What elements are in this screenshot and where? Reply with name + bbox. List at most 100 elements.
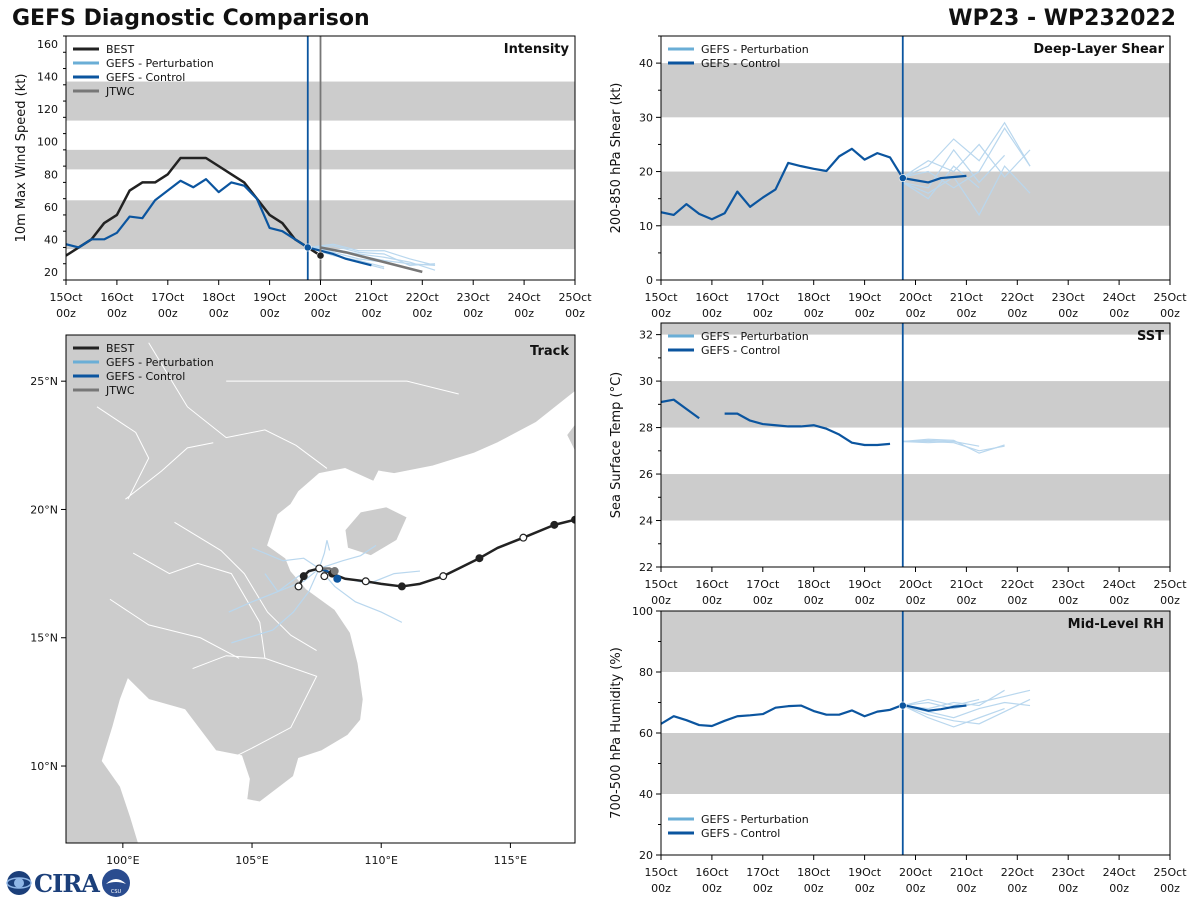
x-tick-label-day: 19Oct [848,866,882,879]
x-tick-label-day: 25Oct [1153,291,1187,304]
threshold-band [661,63,1170,118]
cira-logo-text: CIRA [34,868,100,898]
x-tick-label-day: 17Oct [746,866,780,879]
x-tick-label-day: 16Oct [695,866,729,879]
x-tick-label-day: 25Oct [1153,866,1187,879]
x-tick-label-day: 22Oct [1001,578,1035,591]
y-tick-label: 10 [639,220,653,233]
admin-border [174,521,317,652]
x-tick-label-day: 20Oct [304,291,338,304]
legend-label: GEFS - Perturbation [106,57,214,70]
y-tick-label: 0 [646,274,653,287]
threshold-band [661,474,1170,521]
rh-plot-area [661,611,1170,855]
legend-label: GEFS - Control [701,827,780,840]
cira-logo: CIRA CSU [6,868,131,898]
legend-label: GEFS - Control [701,57,780,70]
series-line-gefs-control [724,412,891,447]
track-position-marker [550,520,559,529]
x-tick-label-hour: 00z [209,307,229,320]
admin-border [125,442,214,500]
x-tick-label-day: 21Oct [950,578,984,591]
series-line-jtwc [320,246,423,274]
csu-badge-icon: CSU [101,869,130,897]
x-tick-label-day: 19Oct [253,291,287,304]
x-tick-label-hour: 00z [158,307,178,320]
x-tick-label-day: 22Oct [1001,291,1035,304]
y-tick-label: 100 [37,136,58,149]
x-tick-label-hour: 00z [906,307,926,320]
perturbation-line [307,243,436,266]
sst-chart: 22 24 26 28 30 32 15Oct 00z 16Oct 00z 17Oct 00z 18Oc… [609,322,1187,607]
x-tick-label-hour: 00z [463,307,483,320]
x-tick-label-hour: 00z [804,882,824,895]
x-tick-label-hour: 00z [855,882,875,895]
y-axis-label: 10m Max Wind Speed (kt) [14,74,29,243]
x-tick-label-day: 17Oct [746,578,780,591]
x-tick-label-day: 18Oct [797,866,831,879]
x-tick-label-hour: 00z [753,307,773,320]
y-tick-label: 22 [639,561,653,574]
x-tick-label-day: 19Oct [848,291,882,304]
x-tick-label-hour: 00z [1109,307,1129,320]
x-tick-label-day: 16Oct [695,578,729,591]
x-tick-label-day: 20Oct [899,866,933,879]
sst-plot-area [661,323,1170,567]
longitude-label: 115°E [494,854,527,867]
y-tick-label: 20 [44,266,58,279]
track-position-marker [439,572,448,581]
legend-label: GEFS - Control [701,344,780,357]
perturbation-line [902,148,1006,189]
y-tick-label: 60 [44,201,58,214]
y-axis-label: 200-850 hPa Shear (kt) [609,83,624,234]
series-line-gefs-control [661,703,967,728]
y-tick-label: 80 [44,168,58,181]
y-tick-label: 24 [639,515,653,528]
longitude-label: 110°E [364,854,397,867]
legend-label: GEFS - Perturbation [701,43,809,56]
legend-label: JTWC [105,384,135,397]
x-tick-label-hour: 00z [1160,307,1180,320]
x-tick-label-day: 17Oct [151,291,185,304]
x-tick-label-hour: 00z [1058,882,1078,895]
latitude-label: 20°N [30,503,58,516]
y-tick-label: 140 [37,71,58,84]
x-tick-label-hour: 00z [906,882,926,895]
x-tick-label-hour: 00z [906,594,926,607]
perturbation-track [231,568,320,644]
x-tick-label-day: 23Oct [1052,578,1086,591]
plot-frame [65,334,576,844]
cira-globe-icon [6,871,32,895]
y-tick-label: 40 [639,788,653,801]
series-line-best [66,156,322,257]
x-tick-label-day: 21Oct [950,866,984,879]
threshold-band [661,611,1170,672]
x-tick-label-hour: 00z [651,882,671,895]
x-tick-label-day: 20Oct [899,578,933,591]
x-tick-label-hour: 00z [514,307,534,320]
perturbation-track [251,547,320,569]
track-position-marker [397,582,406,591]
x-tick-label-day: 19Oct [848,578,882,591]
series-line-gefs-control [661,147,967,221]
x-tick-label-hour: 00z [651,307,671,320]
perturbation-line [902,440,1005,452]
track-position-marker [475,554,484,563]
x-tick-label-hour: 00z [804,594,824,607]
x-tick-label-day: 23Oct [1052,866,1086,879]
track-position-marker [361,577,370,586]
x-tick-label-day: 25Oct [558,291,592,304]
y-tick-label: 26 [639,468,653,481]
legend-label: GEFS - Perturbation [106,356,214,369]
shear-plot-area [661,36,1170,280]
y-tick-label: 20 [639,849,653,862]
perturbation-line [902,440,954,444]
panel-title: Mid-Level RH [1068,617,1164,632]
perturbation-line [902,165,1031,217]
x-tick-label-day: 16Oct [695,291,729,304]
y-tick-label: 40 [639,57,653,70]
x-tick-label-hour: 00z [412,307,432,320]
legend-label: GEFS - Control [106,370,185,383]
x-tick-label-hour: 00z [1109,882,1129,895]
